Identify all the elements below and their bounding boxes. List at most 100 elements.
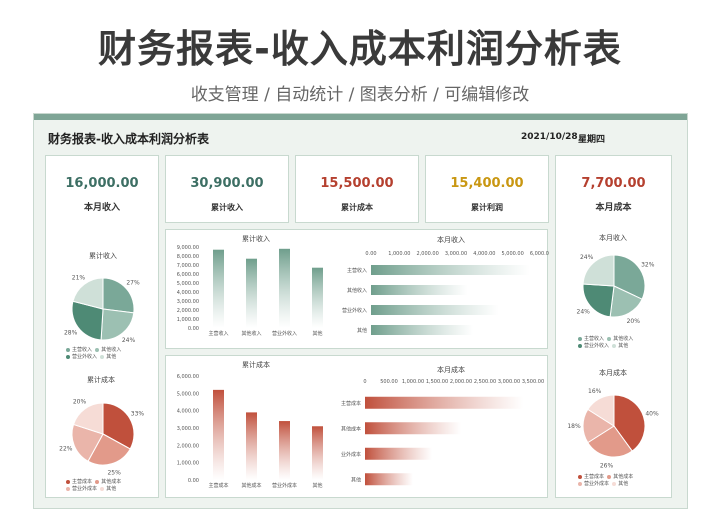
x-tick-label: 500.00 — [380, 379, 398, 385]
pie-slice — [582, 254, 615, 287]
kpi-card-cum-income: 30,900.00 累计收入 — [165, 155, 289, 223]
x-tick-label: 4,000.00 — [473, 251, 495, 257]
legend-item: 其他 — [612, 481, 628, 487]
x-category-label: 其他 — [312, 482, 322, 489]
legend-swatch — [95, 479, 100, 484]
pie-slice — [72, 402, 104, 435]
bar — [371, 265, 530, 275]
pie-slice — [587, 425, 633, 458]
hero-subtitle: 收支管理 / 自动统计 / 图表分析 / 可编辑修改 — [190, 85, 530, 105]
y-category-label: 营业外收入 — [342, 307, 367, 314]
pie-month-income: 32% 20% 24% 24% — [577, 254, 655, 325]
legend-swatch — [66, 479, 70, 484]
x-category-label: 其他 — [312, 330, 322, 337]
sheet-title: 财务报表-收入成本利润分析表 — [48, 132, 209, 146]
y-category-label: 主营成本 — [341, 400, 361, 407]
bar — [213, 389, 224, 480]
pie-slice — [87, 433, 131, 466]
pie-month-cost-title: 本月成本 — [599, 369, 627, 377]
legend-swatch — [100, 486, 105, 491]
legend-label: 其他成本 — [101, 479, 122, 485]
chart-title: 本月成本 — [437, 365, 465, 374]
legend-swatch — [578, 343, 582, 348]
y-category-label: 其他成本 — [341, 425, 361, 432]
kpi-cum-income-label: 累计收入 — [211, 203, 243, 212]
kpi-cum-income-value: 30,900.00 — [190, 176, 264, 191]
kpi-month-income-label: 本月收入 — [83, 203, 120, 213]
x-category-label: 主营成本 — [208, 482, 228, 489]
pie-cum-income-title: 累计收入 — [89, 252, 117, 260]
legend-swatch — [607, 474, 612, 479]
x-tick-label: 2,500.00 — [474, 379, 496, 385]
legend-item: 其他 — [612, 343, 628, 349]
report-sheet: 财务报表-收入成本利润分析表 2021/10/28 星期四 16,000.00 … — [33, 113, 688, 509]
pie-slice — [587, 394, 615, 427]
kpi-month-cost-value: 7,700.00 — [581, 176, 646, 191]
left-panel: 16,000.00 本月收入 累计收入 27% 24% 28% 21% 主营收入 其他… — [45, 155, 159, 498]
bar-chart-cum-cost: 累计成本 6,000.00 5,000.00 4,000.00 3,000.00 2,00… — [177, 360, 323, 489]
legend-item: 主营收入 — [578, 336, 604, 342]
y-tick-label: 9,000.00 — [177, 245, 199, 251]
y-category-label: 其他收入 — [347, 287, 367, 294]
legend-item: 主营成本 — [578, 474, 604, 480]
pie-cum-cost: 33% 25% 22% 20% — [59, 399, 144, 477]
legend-item: 营业外收入 — [66, 354, 97, 360]
y-tick-label: 3,000.00 — [177, 299, 199, 305]
legend-label: 其他收入 — [101, 347, 122, 353]
legend-label: 营业外成本 — [72, 486, 98, 492]
pie-slice — [71, 300, 104, 341]
y-tick-label: 6,000.00 — [177, 272, 199, 278]
bar — [371, 325, 473, 335]
y-category-label: 主营收入 — [347, 267, 367, 274]
pie-percent-label: 32% — [641, 262, 655, 269]
hero-title: 财务报表-收入成本利润分析表 — [98, 27, 622, 71]
pie-percent-label: 40% — [645, 411, 659, 418]
pie-slice — [613, 254, 646, 300]
legend-swatch — [578, 481, 582, 486]
legend-swatch — [66, 486, 70, 491]
legend-item: 营业外成本 — [66, 486, 97, 492]
right-panel: 7,700.00 本月成本 本月收入 32% 20% 24% 24% 主营收入 其他收… — [555, 155, 672, 498]
bar-chart-cum-income: 累计收入 9,000.00 8,000.00 7,000.00 6,000.00 5,00… — [177, 234, 323, 337]
pie-percent-label: 28% — [64, 330, 78, 337]
y-tick-label: 0.00 — [188, 478, 199, 484]
legend-item: 营业外收入 — [578, 343, 609, 349]
legend-swatch — [100, 354, 105, 359]
pie-percent-label: 24% — [577, 308, 591, 315]
legend-label: 其他成本 — [613, 474, 634, 480]
legend-label: 其他 — [106, 354, 117, 360]
kpi-cum-profit-label: 累计利润 — [471, 203, 503, 212]
pie-slice — [71, 423, 104, 462]
legend-swatch — [607, 336, 612, 341]
legend-item: 其他成本 — [95, 479, 121, 485]
report-date: 2021/10/28 — [521, 132, 578, 142]
pie-percent-label: 20% — [627, 318, 641, 325]
pie-slice — [102, 402, 135, 450]
legend-label: 主营成本 — [72, 479, 93, 485]
y-tick-label: 4,000.00 — [177, 290, 199, 296]
x-tick-label: 1,000.00 — [388, 251, 410, 257]
pie-slice — [100, 308, 135, 341]
y-category-label: 其他 — [357, 327, 367, 334]
bar-chart-month-income: 本月收入 0.00 1,000.00 2,000.00 3,000.00 4,000.00… — [342, 235, 549, 335]
pie-percent-label: 25% — [107, 469, 121, 476]
pie-percent-label: 22% — [59, 446, 73, 453]
legend-item: 其他成本 — [607, 474, 633, 480]
x-category-label: 营业外收入 — [272, 330, 297, 337]
legend-item: 主营成本 — [66, 479, 92, 485]
y-category-label: 其他 — [351, 476, 361, 483]
legend-label: 营业外收入 — [584, 343, 610, 349]
chart-title: 累计收入 — [242, 234, 270, 243]
legend-label: 其他 — [618, 481, 629, 487]
legend-item: 主营收入 — [66, 347, 92, 353]
legend-swatch — [612, 343, 617, 348]
x-tick-label: 3,000.00 — [445, 251, 467, 257]
income-charts-card: 累计收入 9,000.00 8,000.00 7,000.00 6,000.00 5,00… — [165, 229, 549, 349]
bar — [371, 305, 499, 315]
pie-percent-label: 26% — [600, 462, 614, 469]
y-tick-label: 2,000.00 — [177, 308, 199, 314]
y-tick-label: 0.00 — [188, 326, 199, 332]
chart-title: 本月收入 — [437, 235, 465, 244]
x-tick-label: 0.00 — [365, 251, 376, 257]
kpi-card-cum-profit: 15,400.00 累计利润 — [425, 155, 549, 223]
